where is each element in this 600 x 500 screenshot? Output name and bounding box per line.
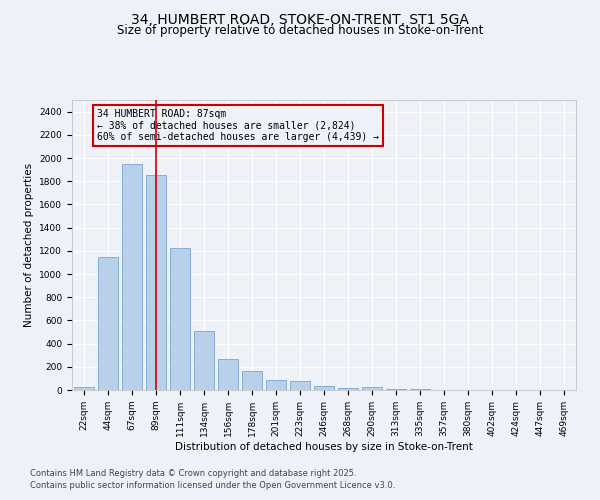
Text: Size of property relative to detached houses in Stoke-on-Trent: Size of property relative to detached ho… [117, 24, 483, 37]
Y-axis label: Number of detached properties: Number of detached properties [24, 163, 34, 327]
Bar [146, 176, 166, 390]
Bar [74, 386, 94, 390]
Bar [242, 371, 262, 390]
Bar [314, 386, 334, 390]
Text: Contains HM Land Registry data © Crown copyright and database right 2025.: Contains HM Land Registry data © Crown c… [30, 468, 356, 477]
Bar [98, 256, 118, 390]
Bar [290, 382, 310, 390]
Bar [218, 358, 238, 390]
Bar [122, 164, 142, 390]
Bar [266, 380, 286, 390]
Text: 34 HUMBERT ROAD: 87sqm
← 38% of detached houses are smaller (2,824)
60% of semi-: 34 HUMBERT ROAD: 87sqm ← 38% of detached… [97, 108, 379, 142]
Bar [338, 388, 358, 390]
Bar [362, 387, 382, 390]
Bar [194, 331, 214, 390]
Bar [170, 248, 190, 390]
Text: 34, HUMBERT ROAD, STOKE-ON-TRENT, ST1 5GA: 34, HUMBERT ROAD, STOKE-ON-TRENT, ST1 5G… [131, 12, 469, 26]
X-axis label: Distribution of detached houses by size in Stoke-on-Trent: Distribution of detached houses by size … [175, 442, 473, 452]
Text: Contains public sector information licensed under the Open Government Licence v3: Contains public sector information licen… [30, 481, 395, 490]
